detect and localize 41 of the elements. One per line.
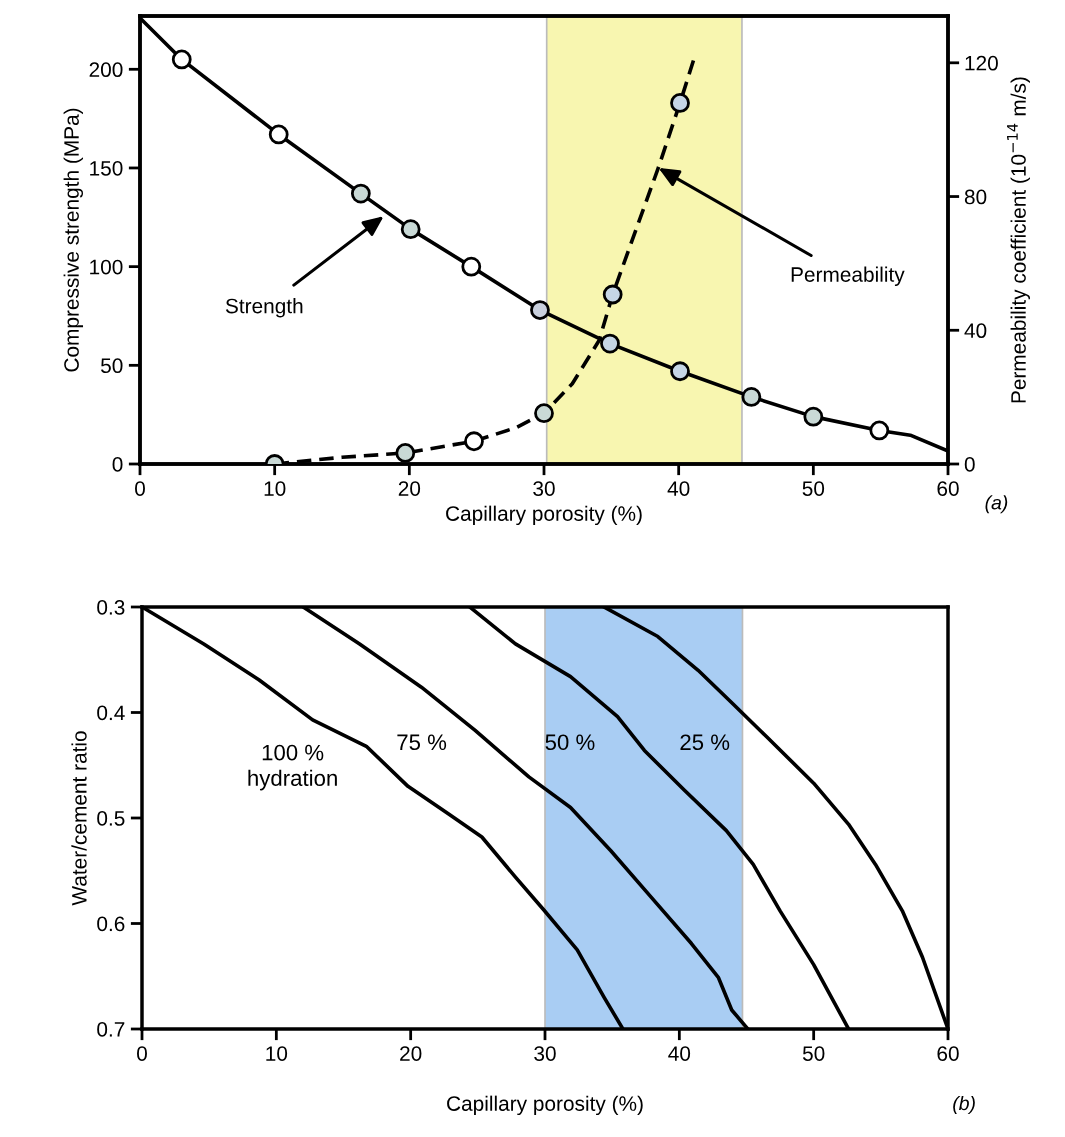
- x-tick-label: 10: [266, 1046, 288, 1061]
- x-tick-label: 60: [937, 1046, 959, 1061]
- series-label: 75 %: [397, 734, 447, 751]
- y-tick-label: 50: [101, 358, 123, 374]
- x-axis-title: Capillary porosity (%): [447, 1095, 643, 1116]
- y-tick-label: 0.5: [97, 811, 125, 826]
- x-tick-label: 30: [533, 481, 555, 496]
- y-tick-label: 100: [90, 259, 123, 275]
- y-tick-label: 0: [112, 457, 123, 472]
- y-axis-title: Compressive strength (MPa): [63, 108, 84, 372]
- y-tick-label: 200: [89, 62, 123, 78]
- series-label: 100 % hydration: [248, 744, 337, 791]
- x-tick-label: 40: [667, 481, 690, 496]
- text: (b): [953, 1095, 975, 1115]
- annotation: Strength: [225, 298, 303, 318]
- y-tick-label: 0.7: [97, 1022, 125, 1037]
- x-tick-label: 40: [668, 1046, 691, 1061]
- x-tick-label: 50: [802, 1046, 825, 1061]
- series-label: 25 %: [680, 734, 730, 751]
- x-tick-label: 0: [135, 481, 145, 496]
- text: (a): [985, 495, 1008, 514]
- y-tick-label: 0.6: [97, 916, 125, 932]
- y2-tick-label: 120: [965, 55, 998, 71]
- y2-tick-label: 80: [964, 189, 987, 205]
- x-tick-label: 20: [398, 481, 421, 496]
- x-tick-label: 0: [137, 1046, 147, 1061]
- y-tick-label: 0.4: [97, 705, 125, 721]
- series-label: 50 %: [545, 734, 595, 751]
- y2-tick-label: 0: [964, 457, 975, 472]
- x-axis-title: Capillary porosity (%): [446, 505, 642, 526]
- x-tick-label: 30: [534, 1046, 556, 1061]
- y-tick-label: 0.3: [97, 600, 125, 615]
- x-tick-label: 10: [264, 481, 286, 496]
- annotation: Permeability: [791, 266, 905, 287]
- y-tick-label: 150: [90, 160, 123, 176]
- y2-tick-label: 40: [964, 323, 987, 339]
- y2-axis-title: Permeability coefficient (10$^{−14}$ m/s): [1007, 77, 1030, 403]
- y-axis-title: Water/cement ratio: [71, 731, 87, 906]
- x-tick-label: 50: [802, 481, 825, 496]
- x-tick-label: 20: [400, 1046, 422, 1061]
- x-tick-label: 60: [937, 481, 959, 496]
